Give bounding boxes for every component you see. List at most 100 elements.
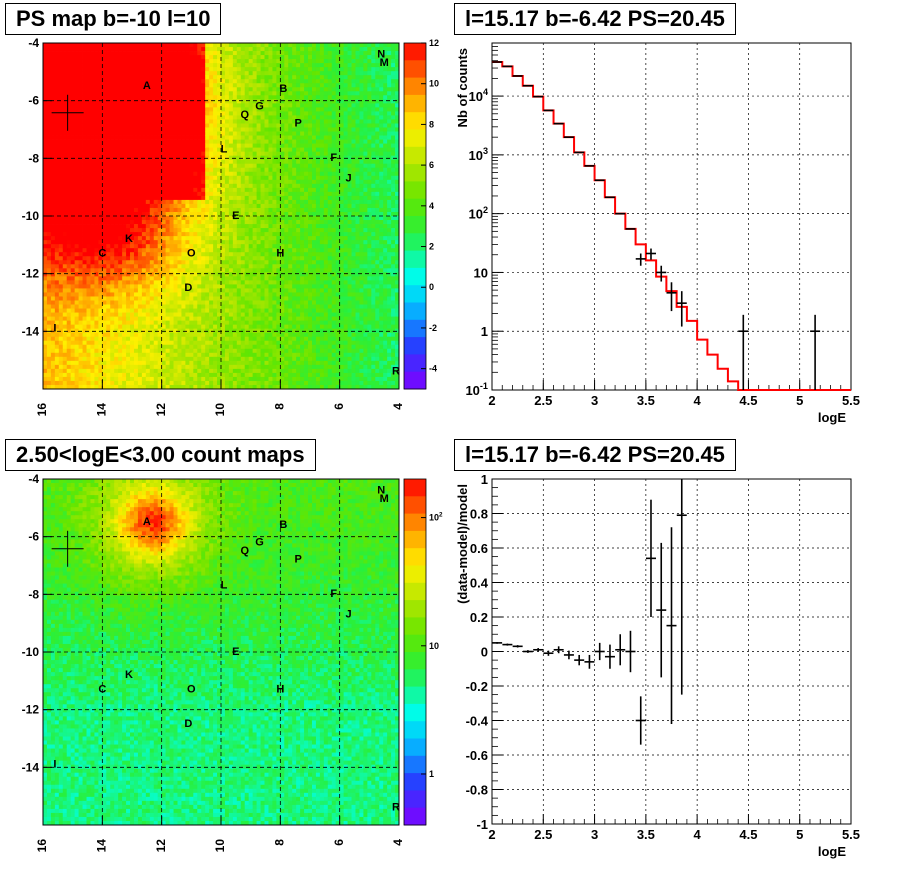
map-x-tick-label: 8 bbox=[273, 403, 287, 410]
map-x-tick-label: 10 bbox=[213, 403, 227, 417]
y-tick-label: 102 bbox=[468, 205, 488, 222]
map-y-tick-label: -8 bbox=[28, 151, 39, 165]
x-tick-label: 5 bbox=[796, 827, 803, 842]
colorbar-tick-label: -4 bbox=[429, 364, 437, 374]
colorbar-tick-label: 10 bbox=[429, 79, 439, 89]
y-tick-label: 1 bbox=[481, 472, 488, 487]
source-label-h: H bbox=[276, 247, 284, 259]
map-y-tick-label: -4 bbox=[28, 472, 39, 486]
source-label-p: P bbox=[294, 554, 301, 566]
x-tick-label: 3 bbox=[591, 393, 598, 408]
x-tick-label: 4 bbox=[694, 827, 702, 842]
x-tick-label: 3.5 bbox=[637, 393, 655, 408]
map-y-tick-label: -6 bbox=[28, 530, 39, 544]
source-label-b: B bbox=[279, 83, 287, 95]
x-tick-label: 3.5 bbox=[637, 827, 655, 842]
map-x-tick-label: 6 bbox=[332, 839, 346, 846]
source-label-a: A bbox=[143, 516, 151, 528]
source-label-m: M bbox=[380, 493, 389, 505]
source-label-c: C bbox=[98, 683, 106, 695]
residuals-title: l=15.17 b=-6.42 PS=20.45 bbox=[454, 439, 736, 471]
source-label-i: I bbox=[53, 322, 56, 334]
x-tick-label: 2 bbox=[488, 827, 495, 842]
source-label-c: C bbox=[98, 247, 106, 259]
spectrum-title: l=15.17 b=-6.42 PS=20.45 bbox=[454, 3, 736, 35]
map-x-tick-label: 4 bbox=[391, 403, 405, 410]
source-label-i: I bbox=[53, 758, 56, 770]
colorbar-tick-label: 2 bbox=[429, 242, 434, 252]
x-tick-label: 4.5 bbox=[739, 393, 757, 408]
x-tick-label: 5.5 bbox=[842, 393, 860, 408]
colorbar-tick-label: -2 bbox=[429, 323, 437, 333]
map-y-tick-label: -10 bbox=[22, 209, 40, 223]
source-label-p: P bbox=[294, 118, 301, 130]
x-tick-label: 5 bbox=[796, 393, 803, 408]
source-label-a: A bbox=[143, 80, 151, 92]
x-axis-label: logE bbox=[818, 410, 846, 425]
map-x-tick-label: 6 bbox=[332, 403, 346, 410]
source-label-h: H bbox=[276, 683, 284, 695]
colorbar-tick-label: 1 bbox=[429, 769, 434, 779]
y-tick-label: 104 bbox=[468, 87, 488, 104]
y-tick-label: 10-1 bbox=[465, 381, 488, 398]
source-label-k: K bbox=[125, 233, 133, 245]
map-y-tick-label: -6 bbox=[28, 94, 39, 108]
plot-frame bbox=[492, 43, 851, 390]
source-label-g: G bbox=[255, 100, 264, 112]
y-tick-label: -0.8 bbox=[466, 783, 488, 798]
source-label-r: R bbox=[392, 366, 400, 378]
map-y-tick-label: -10 bbox=[22, 645, 40, 659]
x-tick-label: 2.5 bbox=[534, 827, 552, 842]
map-y-tick-label: -12 bbox=[22, 267, 40, 281]
source-label-b: B bbox=[279, 519, 287, 531]
colorbar-tick-label: 6 bbox=[429, 160, 434, 170]
map-x-tick-label: 8 bbox=[273, 839, 287, 846]
source-label-f: F bbox=[330, 152, 337, 164]
y-axis-label: Nb of counts bbox=[455, 48, 470, 127]
y-tick-label: -0.6 bbox=[466, 748, 488, 763]
colorbar-tick-label: 0 bbox=[429, 282, 434, 292]
y-tick-label: 1 bbox=[481, 324, 488, 339]
count-map-title: 2.50<logE<3.00 count maps bbox=[5, 439, 316, 471]
source-label-j: J bbox=[346, 608, 352, 620]
colorbar-tick-label: 10 bbox=[429, 641, 439, 651]
x-tick-label: 4.5 bbox=[739, 827, 757, 842]
source-label-d: D bbox=[184, 282, 192, 294]
y-tick-label: 0.8 bbox=[470, 507, 488, 522]
source-label-l: L bbox=[221, 580, 228, 592]
map-x-tick-label: 4 bbox=[391, 839, 405, 846]
map-x-tick-label: 16 bbox=[35, 839, 49, 853]
x-tick-label: 5.5 bbox=[842, 827, 860, 842]
source-label-e: E bbox=[232, 646, 239, 658]
source-label-m: M bbox=[380, 57, 389, 69]
map-x-tick-label: 14 bbox=[95, 403, 109, 417]
x-tick-label: 4 bbox=[694, 393, 702, 408]
map-y-tick-label: -12 bbox=[22, 703, 40, 717]
colorbar-tick-label: 12 bbox=[429, 38, 439, 48]
source-label-f: F bbox=[330, 588, 337, 600]
y-tick-label: -0.4 bbox=[466, 714, 489, 729]
source-label-j: J bbox=[346, 172, 352, 184]
map-x-tick-label: 14 bbox=[95, 839, 109, 853]
y-axis-label: (data-model)/model bbox=[455, 484, 470, 604]
ps-map-title: PS map b=-10 l=10 bbox=[5, 3, 221, 35]
source-label-o: O bbox=[187, 247, 196, 259]
source-label-r: R bbox=[392, 802, 400, 814]
map-x-tick-label: 12 bbox=[154, 403, 168, 417]
source-label-o: O bbox=[187, 683, 196, 695]
map-y-tick-label: -8 bbox=[28, 587, 39, 601]
colorbar-tick-label: 4 bbox=[429, 201, 434, 211]
y-tick-label: 0.6 bbox=[470, 541, 488, 556]
source-label-q: Q bbox=[240, 545, 249, 557]
source-label-d: D bbox=[184, 718, 192, 730]
x-tick-label: 3 bbox=[591, 827, 598, 842]
map-x-tick-label: 10 bbox=[213, 839, 227, 853]
x-tick-label: 2.5 bbox=[534, 393, 552, 408]
y-tick-label: 0.4 bbox=[470, 576, 489, 591]
